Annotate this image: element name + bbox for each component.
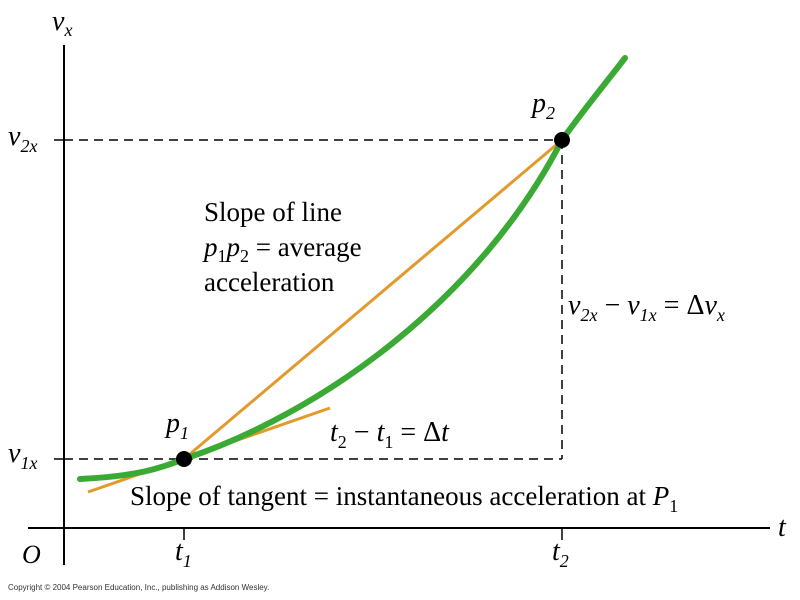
delta-v-b-sub: 1x <box>640 305 657 325</box>
delta-v-annotation: v2x − v1x = Δvx <box>568 290 725 325</box>
secant-annotation-line2: p1p2 = average <box>202 232 362 266</box>
t2-main: t <box>552 536 561 567</box>
delta-t-b-sub: 1 <box>384 432 393 452</box>
delta-v-eq: = Δ <box>657 290 705 321</box>
secant-annotation-line1: Slope of line <box>204 197 342 227</box>
p1-label: p1 <box>164 408 189 443</box>
delta-t-eq: = Δ <box>393 417 441 448</box>
secant-p1-sub: 1 <box>218 246 227 266</box>
tangent-P: P <box>652 481 670 511</box>
secant-line <box>183 138 563 461</box>
v2x-main: v <box>8 121 21 152</box>
v2x-label: v2x <box>8 121 37 156</box>
t1-sub: 1 <box>183 551 192 571</box>
v-axis-label: vx <box>52 6 72 40</box>
p2-sub: 2 <box>546 103 555 123</box>
secant-rest: = average <box>249 232 362 262</box>
copyright-notice: Copyright © 2004 Pearson Education, Inc.… <box>8 583 270 592</box>
tangent-P-sub: 1 <box>669 496 678 516</box>
tangent-annotation: Slope of tangent = instantaneous acceler… <box>130 481 678 516</box>
tangent-text: Slope of tangent = instantaneous acceler… <box>130 481 653 511</box>
t2-sub: 2 <box>560 551 569 571</box>
point-p2 <box>554 132 570 148</box>
origin-label: O <box>22 540 41 569</box>
delta-t-mid: − <box>347 417 377 448</box>
p1-main: p <box>164 408 180 439</box>
delta-v-a-sub: 2x <box>580 305 597 325</box>
v1x-sub: 1x <box>20 453 37 473</box>
p2-label: p2 <box>530 88 555 123</box>
secant-p2: p <box>225 232 241 262</box>
delta-v-a: v <box>568 290 581 321</box>
secant-p1: p <box>202 232 218 262</box>
delta-t-a: t <box>330 417 339 448</box>
secant-annotation-line3: acceleration <box>204 267 335 297</box>
delta-t-a-sub: 2 <box>338 432 347 452</box>
v1x-label: v1x <box>8 438 37 473</box>
delta-v-mid: − <box>597 290 627 321</box>
delta-v-c-sub: x <box>716 305 725 325</box>
t1-label: t1 <box>175 536 192 571</box>
point-p1 <box>176 451 192 467</box>
t-axis-label: t <box>778 512 787 543</box>
v2x-sub: 2x <box>20 136 37 156</box>
v-axis-var: v <box>52 6 65 37</box>
p2-main: p <box>530 88 546 119</box>
velocity-curve <box>77 55 628 482</box>
secant-p2-sub: 2 <box>240 246 249 266</box>
v-axis-sub: x <box>63 20 72 40</box>
delta-t-b: t <box>377 417 386 448</box>
v1x-main: v <box>8 438 21 469</box>
delta-t-annotation: t2 − t1 = Δt <box>330 417 450 452</box>
t2-label: t2 <box>552 536 569 571</box>
p1-sub: 1 <box>180 423 189 443</box>
delta-v-c: v <box>704 290 717 321</box>
delta-t-c: t <box>441 417 450 448</box>
t1-main: t <box>175 536 184 567</box>
delta-v-b: v <box>627 290 640 321</box>
